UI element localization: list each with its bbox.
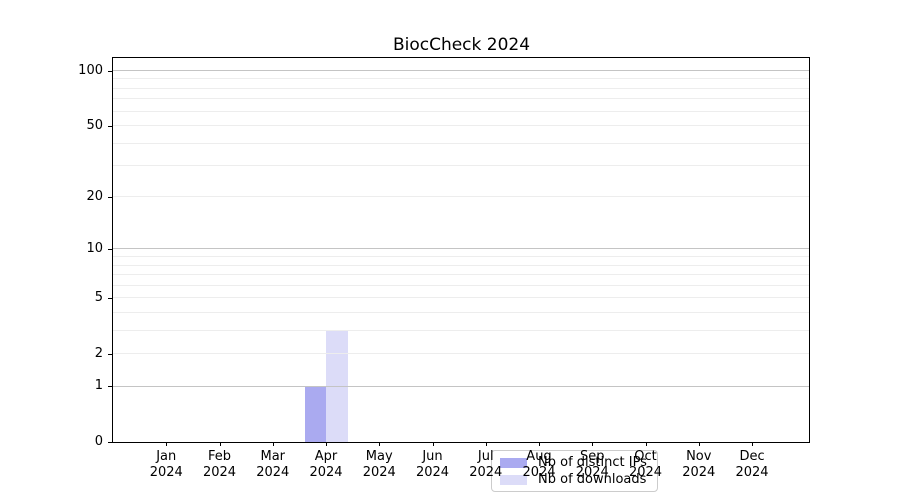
y-axis-tick-label: 20 bbox=[86, 188, 103, 204]
gridline-minor bbox=[113, 165, 809, 167]
x-axis-tick-label: Oct 2024 bbox=[628, 449, 663, 480]
y-axis-tick bbox=[108, 196, 113, 198]
legend-swatch-distinct-ips-icon bbox=[500, 457, 527, 468]
chart-title: BiocCheck 2024 bbox=[392, 35, 531, 55]
gridline-minor bbox=[113, 142, 809, 144]
gridline-minor bbox=[113, 297, 809, 299]
y-axis-tick-label: 2 bbox=[94, 345, 103, 361]
y-axis-tick bbox=[108, 70, 113, 72]
legend-swatch-downloads-icon bbox=[500, 474, 527, 485]
x-axis-tick bbox=[645, 442, 647, 446]
x-axis-tick-label: Nov 2024 bbox=[682, 449, 716, 480]
y-axis-tick-label: 5 bbox=[94, 289, 103, 305]
gridline-minor bbox=[113, 256, 809, 258]
x-axis-tick-label: Aug 2024 bbox=[522, 449, 556, 480]
x-axis-tick-label: Jul 2024 bbox=[469, 449, 503, 480]
x-axis-tick bbox=[432, 442, 434, 446]
x-axis-tick bbox=[326, 442, 327, 446]
x-axis-tick-label: Jan 2024 bbox=[149, 449, 183, 480]
legend-item-downloads: Nb of downloads bbox=[500, 472, 649, 487]
x-axis-tick-label: Sep 2024 bbox=[575, 449, 609, 480]
y-axis-tick bbox=[108, 442, 113, 443]
legend-label-downloads: Nb of downloads bbox=[538, 472, 647, 487]
x-axis-tick-label: Apr 2024 bbox=[309, 449, 343, 480]
y-axis-tick-label: 0 bbox=[94, 434, 103, 449]
x-axis-tick bbox=[698, 442, 700, 446]
legend-label-distinct-ips: Nb of distinct IPs bbox=[538, 455, 647, 470]
gridline-minor bbox=[113, 264, 809, 266]
gridline-minor bbox=[113, 78, 809, 80]
y-axis-tick-label: 1 bbox=[94, 378, 103, 394]
gridline-minor bbox=[113, 110, 809, 112]
x-axis-tick-label: Dec 2024 bbox=[735, 449, 769, 480]
y-axis-tick-label: 100 bbox=[78, 62, 103, 78]
x-axis-tick-label: Feb 2024 bbox=[202, 449, 237, 480]
gridline-major bbox=[113, 385, 809, 387]
legend-item-distinct-ips: Nb of distinct IPs bbox=[500, 455, 649, 470]
gridline-minor bbox=[113, 87, 809, 89]
x-axis-tick bbox=[219, 442, 221, 446]
gridline-minor bbox=[113, 125, 809, 127]
x-axis-tick bbox=[752, 442, 754, 446]
x-axis-tick bbox=[379, 442, 381, 446]
y-axis-tick-label: 10 bbox=[86, 240, 103, 256]
bar-distinct-ips-apr bbox=[304, 386, 326, 442]
x-axis-tick-label: Mar 2024 bbox=[256, 449, 290, 480]
y-axis-tick bbox=[108, 386, 113, 388]
gridline-minor bbox=[113, 329, 809, 331]
x-axis-tick-label: Jun 2024 bbox=[415, 449, 450, 480]
y-axis-tick bbox=[108, 297, 113, 299]
x-axis-tick bbox=[485, 442, 487, 446]
y-axis-tick bbox=[108, 353, 113, 355]
x-axis-tick bbox=[539, 442, 540, 446]
gridline-minor bbox=[113, 274, 809, 276]
gridline-minor bbox=[113, 284, 809, 286]
y-axis-tick-label: 50 bbox=[86, 117, 103, 133]
gridline-minor bbox=[113, 353, 809, 355]
y-axis-tick bbox=[108, 248, 113, 250]
gridline-minor bbox=[113, 311, 809, 313]
x-axis-tick bbox=[592, 442, 594, 446]
gridline-major bbox=[113, 70, 809, 72]
legend: Nb of distinct IPs Nb of downloads bbox=[491, 450, 658, 492]
gridline-minor bbox=[113, 196, 809, 198]
x-axis-tick-label: May 2024 bbox=[362, 449, 396, 480]
gridline-minor bbox=[113, 98, 809, 100]
x-axis-tick bbox=[272, 442, 274, 446]
plot-area: Nb of distinct IPs Nb of downloads bbox=[112, 57, 810, 492]
x-axis-tick bbox=[166, 442, 168, 446]
y-axis-tick bbox=[108, 125, 113, 127]
gridline-major bbox=[113, 248, 809, 250]
